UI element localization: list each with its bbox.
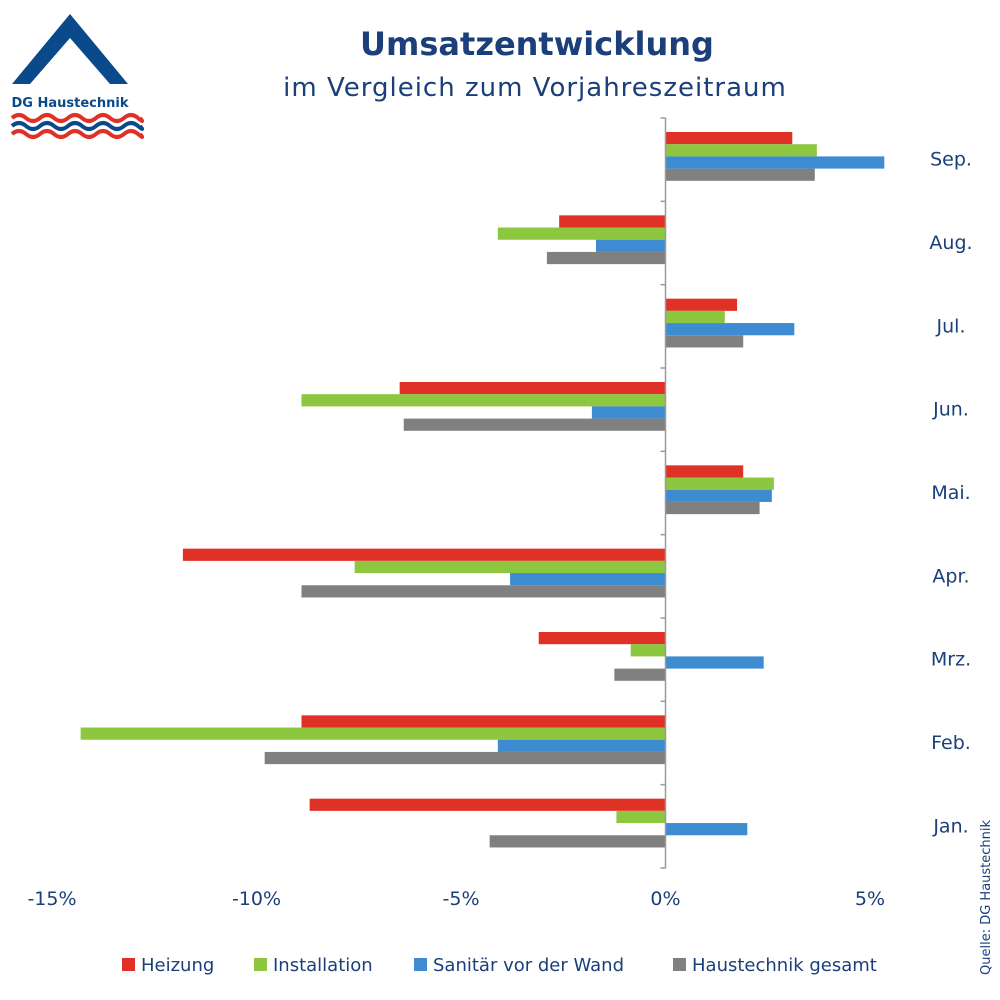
category-label: Feb. (931, 732, 971, 754)
x-tick-label: -5% (443, 888, 480, 910)
logo: DG Haustechnik (10, 14, 145, 139)
legend-swatch-heizung (122, 958, 135, 971)
bar-sanit-r-vor-der-wand-jun (591, 406, 666, 419)
bar-haustechnik-gesamt-mai (665, 501, 760, 515)
category-label: Sep. (930, 149, 972, 171)
bar-sanit-r-vor-der-wand-feb (497, 739, 666, 752)
bar-haustechnik-gesamt-feb (264, 751, 666, 765)
bar-heizung-feb (301, 715, 666, 728)
logo-text: DG Haustechnik (12, 96, 129, 111)
legend-label-installation: Installation (273, 955, 373, 976)
category-label: Jul. (936, 315, 966, 337)
bar-installation-aug (497, 227, 666, 240)
logo-roof-icon (12, 14, 128, 84)
logo-wave-red-2 (10, 129, 145, 139)
x-tick-labels: -15% -10% -5% 0% 5% (27, 888, 885, 910)
category-label: Aug. (929, 232, 972, 254)
bar-haustechnik-gesamt-sep (665, 168, 815, 181)
bar-installation-mrz (630, 644, 666, 657)
category-label: Mai. (931, 482, 970, 504)
bar-heizung-mai (665, 465, 744, 478)
bar-haustechnik-gesamt-jun (403, 418, 666, 431)
bar-sanit-r-vor-der-wand-aug (595, 239, 666, 252)
bar-heizung-sep (665, 132, 793, 145)
chart-title: Umsatzentwicklung (360, 25, 714, 63)
bar-installation-jul (665, 310, 725, 324)
bar-haustechnik-gesamt-apr (301, 585, 666, 598)
x-tick-label: -15% (27, 888, 76, 910)
bar-heizung-mrz (538, 632, 666, 645)
legend-swatch-installation (254, 958, 267, 971)
bar-sanit-r-vor-der-wand-mrz (665, 656, 764, 669)
bar-haustechnik-gesamt-jan (489, 835, 666, 848)
category-label: Jan. (932, 815, 968, 837)
bar-sanit-r-vor-der-wand-jan (665, 823, 748, 836)
legend-label-heizung: Heizung (141, 955, 214, 976)
bar-sanit-r-vor-der-wand-sep (665, 156, 885, 169)
bar-installation-apr (354, 560, 666, 574)
x-tick-label: -10% (232, 888, 281, 910)
bar-heizung-aug (559, 215, 666, 228)
bar-haustechnik-gesamt-jul (665, 335, 744, 348)
legend-label-haustechnik-gesamt: Haustechnik gesamt (692, 955, 877, 976)
legend: Heizung Installation Sanitär vor der Wand H… (122, 955, 877, 976)
chart-subtitle: im Vergleich zum Vorjahreszeitraum (283, 73, 787, 103)
logo-wave-red-1 (10, 113, 145, 123)
bar-haustechnik-gesamt-mrz (614, 668, 666, 681)
logo-wave-blue (10, 121, 145, 131)
bar-heizung-jul (665, 298, 738, 311)
legend-swatch-sanit-r-vor-der-wand (414, 958, 427, 971)
bar-heizung-apr (182, 548, 666, 561)
bar-installation-jan (616, 810, 666, 824)
bar-sanit-r-vor-der-wand-jul (665, 323, 795, 336)
bar-installation-sep (665, 144, 817, 157)
bar-installation-feb (80, 727, 666, 740)
bar-heizung-jan (309, 798, 666, 811)
bar-installation-mai (665, 477, 774, 490)
bar-haustechnik-gesamt-aug (546, 251, 666, 265)
category-label: Jun. (932, 399, 969, 421)
axis-layer (660, 117, 667, 869)
category-label: Mrz. (931, 649, 971, 671)
x-tick-label: 0% (650, 888, 680, 910)
bar-installation-jun (301, 394, 666, 407)
legend-label-sanit-r-vor-der-wand: Sanitär vor der Wand (433, 955, 624, 976)
source-note: Quelle: DG Haustechnik (979, 819, 994, 975)
category-label: Apr. (932, 565, 969, 587)
bar-heizung-jun (399, 382, 666, 395)
x-tick-label: 5% (855, 888, 885, 910)
bars-layer (80, 132, 885, 848)
bar-sanit-r-vor-der-wand-mai (665, 489, 772, 502)
bar-sanit-r-vor-der-wand-apr (510, 573, 666, 586)
category-labels: Sep. Aug. Jul. Jun. Mai. Apr. Mrz. Feb. Jan. (929, 149, 972, 838)
legend-swatch-haustechnik-gesamt (673, 958, 686, 971)
